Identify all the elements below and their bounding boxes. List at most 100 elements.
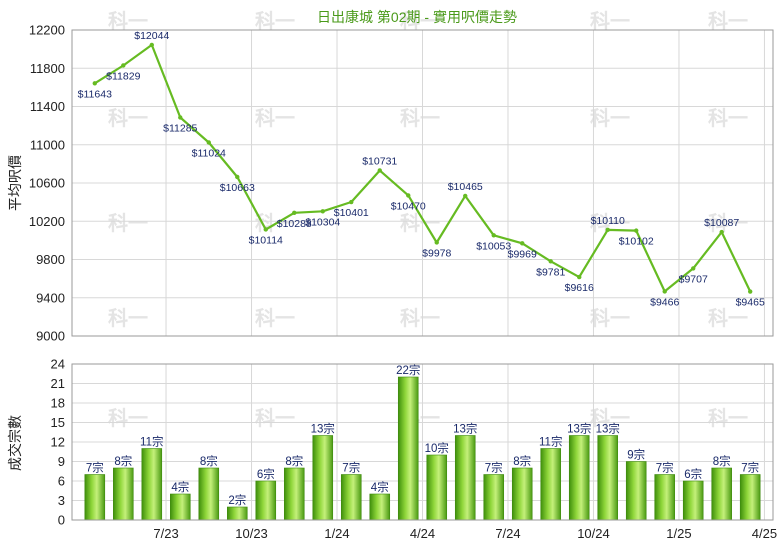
- price-point: [235, 174, 240, 180]
- price-data-label: $10114: [249, 234, 283, 246]
- date-x-tick-label: 4/25: [752, 526, 777, 541]
- date-x-tick-label: 10/23: [235, 526, 268, 541]
- price-point: [406, 193, 411, 198]
- volume-plot-frame: [71, 363, 774, 521]
- price-y-axis-label: 平均呎價: [7, 155, 23, 211]
- volume-bar: [255, 480, 277, 521]
- price-point: [121, 63, 126, 68]
- price-y-tick-label: 9000: [36, 329, 65, 344]
- volume-data-label: 7宗: [485, 461, 503, 475]
- price-point: [263, 227, 268, 232]
- volume-bars: [84, 376, 761, 521]
- price-point: [605, 227, 610, 233]
- price-y-tick-label: 11400: [30, 99, 65, 114]
- watermark-text: 科一: [590, 406, 630, 430]
- volume-bar: [369, 493, 391, 521]
- price-point: [178, 115, 183, 120]
- price-point: [662, 289, 667, 294]
- volume-data-label: 8宗: [713, 454, 731, 468]
- volume-bar: [625, 461, 647, 521]
- price-point: [92, 81, 97, 86]
- price-data-label: $10110: [591, 215, 625, 227]
- volume-data-label: 6宗: [257, 467, 275, 481]
- price-point: [320, 209, 325, 214]
- price-data-label: $9781: [536, 266, 565, 278]
- volume-bar: [397, 376, 419, 521]
- price-y-tick-label: 10200: [29, 214, 65, 229]
- price-point: [691, 266, 696, 271]
- volume-bar: [654, 474, 675, 521]
- volume-data-label: 4宗: [371, 480, 389, 494]
- volume-y-tick-label: 15: [51, 415, 65, 430]
- price-data-label: $11285: [163, 122, 197, 134]
- watermark-text: 科一: [108, 211, 148, 235]
- price-data-label: $10401: [334, 207, 369, 219]
- volume-data-label: 13宗: [567, 422, 591, 436]
- date-x-tick-label: 7/23: [153, 526, 178, 541]
- volume-bar: [711, 467, 732, 521]
- price-data-label: $9466: [650, 296, 679, 308]
- price-point: [748, 289, 753, 294]
- volume-data-label: 7宗: [741, 461, 759, 475]
- date-x-tick-label: 4/24: [410, 526, 435, 541]
- volume-data-label: 11宗: [539, 435, 562, 449]
- volume-data-label: 13宗: [311, 422, 335, 436]
- watermark-text: 科一: [255, 106, 295, 130]
- volume-bar: [682, 480, 704, 521]
- volume-y-tick-label: 18: [51, 396, 65, 411]
- volume-bar: [84, 474, 106, 521]
- volume-data-label: 8宗: [513, 454, 531, 468]
- price-data-label: $10304: [305, 216, 340, 228]
- date-x-tick-label: 1/25: [666, 526, 691, 541]
- price-point: [434, 240, 439, 245]
- price-data-label: $9465: [736, 297, 765, 309]
- watermark-text: 科一: [708, 406, 748, 430]
- volume-y-tick-label: 3: [58, 493, 65, 508]
- watermark-text: 科一: [108, 9, 148, 33]
- date-x-tick-label: 7/24: [495, 526, 520, 541]
- volume-data-label: 2宗: [228, 493, 246, 507]
- watermark-text: 科一: [108, 306, 148, 330]
- price-y-tick-label: 11000: [30, 137, 65, 152]
- watermark-text: 科一: [400, 9, 440, 33]
- volume-data-label: 7宗: [86, 461, 104, 475]
- volume-bar: [540, 448, 562, 521]
- volume-bar: [426, 454, 448, 521]
- watermark-text: 科一: [708, 211, 748, 235]
- watermark-text: 科一: [255, 406, 295, 430]
- price-data-label: $9978: [422, 247, 451, 259]
- volume-y-axis-label: 成交宗數: [7, 415, 23, 471]
- volume-bar: [170, 493, 191, 521]
- price-series-line: [94, 43, 752, 293]
- watermark-text: 科一: [708, 306, 748, 330]
- volume-bar: [568, 435, 590, 521]
- watermark-text: 科一: [255, 306, 295, 330]
- volume-bar: [340, 474, 362, 521]
- volume-y-tick-label: 0: [58, 513, 65, 528]
- price-data-label: $10470: [391, 200, 426, 212]
- volume-data-label: 10宗: [425, 441, 449, 455]
- volume-y-tick-label: 12: [51, 435, 65, 450]
- watermark-text: 科一: [255, 9, 295, 33]
- price-data-label: $11024: [192, 147, 226, 159]
- price-y-tick-label: 11800: [30, 61, 65, 76]
- price-data-labels: $11643 $11829 $12044 $11285 $11024 $10663 $101…: [78, 30, 765, 309]
- price-y-axis: 9000 9400 9800 10200 10600 11000 11400 11800 122…: [29, 23, 65, 344]
- price-point: [634, 228, 639, 233]
- volume-data-label: 7宗: [342, 461, 360, 475]
- volume-bar: [198, 467, 220, 521]
- chart-title: 日出康城 第02期 - 實用呎價走勢: [317, 9, 517, 25]
- volume-y-tick-label: 9: [58, 454, 65, 469]
- volume-bar: [227, 506, 248, 521]
- volume-data-label: 8宗: [114, 454, 132, 468]
- price-y-tick-label: 9400: [36, 290, 65, 305]
- volume-data-label: 13宗: [453, 422, 477, 436]
- price-point: [719, 229, 724, 235]
- volume-data-label: 11宗: [140, 435, 163, 449]
- watermark-text: 科一: [590, 9, 630, 33]
- price-data-label: $10731: [362, 155, 397, 167]
- price-y-tick-label: 12200: [29, 23, 65, 38]
- price-plot-frame: [71, 29, 774, 337]
